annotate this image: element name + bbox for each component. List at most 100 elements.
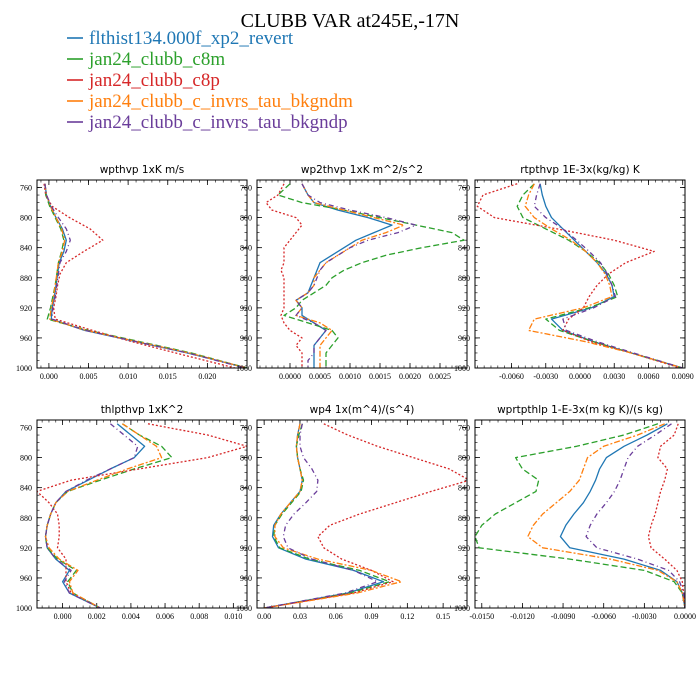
x-tick-label: 0.005: [80, 372, 98, 381]
plot-frame: [474, 179, 686, 369]
y-tick-label: 880: [240, 274, 252, 283]
panel-title: thlpthvp 1xK^2: [101, 404, 184, 416]
series-group: [264, 423, 467, 608]
y-tick-label: 840: [20, 244, 32, 253]
y-tick-label: 1000: [454, 364, 470, 373]
y-tick-label: 1000: [454, 604, 470, 613]
y-tick-label: 880: [20, 274, 32, 283]
x-tick-label: 0.0010: [339, 372, 361, 381]
x-tick-label: 0.010: [119, 372, 137, 381]
x-tick-label: 0.03: [293, 612, 307, 621]
y-tick-label: 840: [20, 484, 32, 493]
y-tick-label: 880: [20, 514, 32, 523]
plot-frame: [474, 419, 686, 609]
x-tick-label: 0.0000: [569, 372, 591, 381]
series-line: [43, 183, 236, 368]
y-tick-label: 1000: [236, 364, 252, 373]
y-tick-label: 920: [240, 544, 252, 553]
y-tick-label: 960: [458, 334, 470, 343]
series-line: [277, 183, 465, 368]
panel: rtpthvp 1E-3x(kg/kg) K 760 800 840 880 920 960…: [454, 164, 694, 381]
y-tick-label: 760: [458, 184, 470, 193]
y-tick-label: 760: [20, 424, 32, 433]
y-tick-label: 760: [20, 184, 32, 193]
series-group: [475, 423, 685, 608]
x-tick-label: 0.0090: [672, 372, 694, 381]
panel-title: wprtpthlp 1-E-3x(m kg K)/(s kg): [497, 404, 663, 416]
series-group: [476, 183, 683, 368]
x-tick-label: 0.008: [190, 612, 208, 621]
panel: wp2thvp 1xK m^2/s^2 760 800 840 880 920 960 100…: [236, 164, 468, 381]
x-tick-label: 0.12: [400, 612, 414, 621]
series-line: [295, 183, 393, 368]
y-tick-label: 920: [458, 544, 470, 553]
panel: wp4 1x(m^4)/(s^4) 760 800 840 880 920 960 1000 0…: [236, 404, 468, 621]
y-tick-label: 960: [20, 574, 32, 583]
plot-frame: [36, 419, 248, 609]
series-group: [37, 423, 247, 608]
series-line: [44, 423, 146, 608]
x-tick-label: 0.000: [54, 612, 72, 621]
y-tick-label: 960: [240, 334, 252, 343]
panel-title: rtpthvp 1E-3x(kg/kg) K: [520, 164, 641, 176]
x-tick-label: -0.0030: [533, 372, 558, 381]
legend-entry: jan24_clubb_c_invrs_tau_bkgndp: [88, 112, 348, 133]
x-tick-label: 0.004: [122, 612, 140, 621]
series-line: [539, 183, 683, 368]
y-tick-label: 920: [20, 304, 32, 313]
y-tick-label: 1000: [236, 604, 252, 613]
panel: wprtpthlp 1-E-3x(m kg K)/(s kg) 760 800 840…: [454, 404, 696, 621]
series-line: [44, 183, 247, 368]
y-tick-label: 800: [20, 214, 32, 223]
legend-entry: jan24_clubb_c8m: [88, 49, 225, 70]
plot-frame: [256, 179, 468, 369]
series-line: [44, 183, 247, 368]
series-line: [295, 183, 405, 368]
x-tick-label: 0.000: [40, 372, 58, 381]
x-tick-label: -0.0060: [591, 612, 616, 621]
series-line: [476, 183, 681, 368]
series-line: [533, 183, 683, 368]
x-tick-label: 0.0015: [369, 372, 391, 381]
series-line: [264, 423, 379, 608]
x-tick-label: 0.0005: [309, 372, 331, 381]
x-tick-label: -0.0120: [510, 612, 535, 621]
series-group: [265, 183, 465, 368]
panel-title: wp2thvp 1xK m^2/s^2: [301, 164, 423, 176]
x-tick-label: 0.15: [436, 612, 450, 621]
y-tick-label: 800: [240, 454, 252, 463]
series-line: [559, 423, 685, 608]
x-tick-label: 0.09: [365, 612, 379, 621]
x-tick-label: 0.0020: [399, 372, 421, 381]
series-line: [44, 183, 247, 368]
series-line: [44, 183, 246, 368]
y-tick-label: 960: [240, 574, 252, 583]
x-tick-label: -0.0060: [499, 372, 524, 381]
series-line: [264, 423, 385, 608]
x-tick-label: -0.0150: [469, 612, 494, 621]
series-line: [527, 423, 685, 608]
legend-entry: flthist134.000f_xp2_revert: [89, 28, 294, 49]
series-line: [264, 423, 467, 608]
y-tick-label: 800: [20, 454, 32, 463]
series-line: [44, 423, 139, 608]
y-tick-label: 880: [240, 514, 252, 523]
x-tick-label: 0.0025: [429, 372, 451, 381]
x-tick-label: 0.006: [156, 612, 174, 621]
plot-frame: [36, 179, 248, 369]
x-tick-label: 0.010: [224, 612, 242, 621]
x-tick-label: 0.0000: [279, 372, 301, 381]
x-tick-label: 0.015: [159, 372, 177, 381]
y-tick-label: 880: [458, 274, 470, 283]
x-tick-label: 0.020: [198, 372, 216, 381]
y-tick-label: 760: [458, 424, 470, 433]
series-line: [265, 183, 303, 368]
series-line: [295, 183, 417, 368]
y-tick-label: 760: [240, 424, 252, 433]
y-tick-label: 800: [240, 214, 252, 223]
figure-title: CLUBB VAR at245E,-17N: [241, 10, 460, 32]
y-tick-label: 880: [458, 514, 470, 523]
series-line: [585, 423, 685, 608]
y-tick-label: 1000: [16, 604, 32, 613]
